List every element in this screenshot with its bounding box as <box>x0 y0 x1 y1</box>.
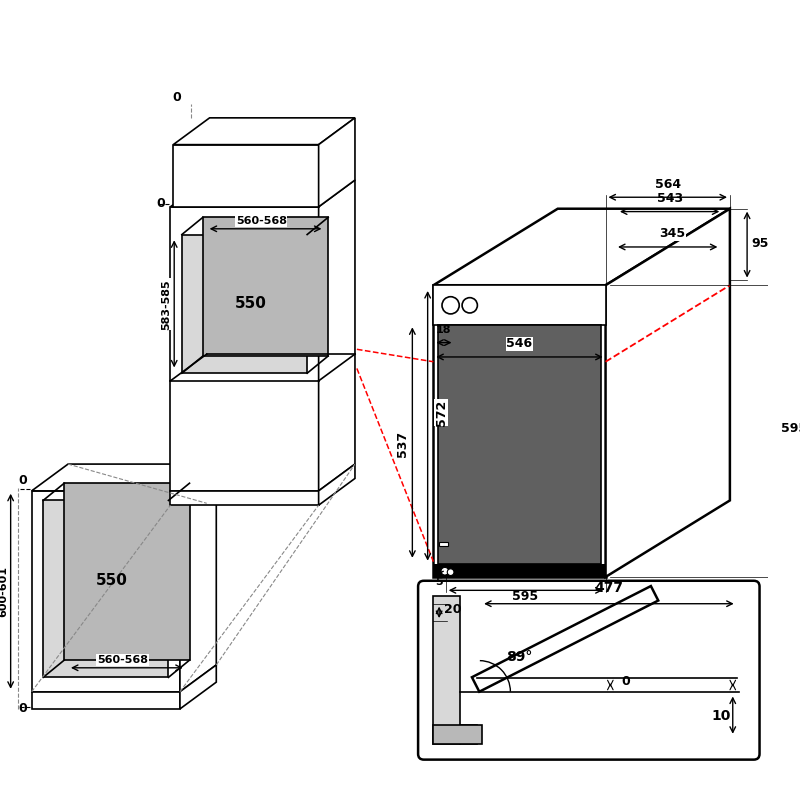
Text: 572: 572 <box>434 399 447 426</box>
Polygon shape <box>174 118 355 145</box>
Text: 550: 550 <box>235 296 266 311</box>
Bar <box>434 563 606 577</box>
Polygon shape <box>170 207 318 491</box>
Polygon shape <box>170 180 355 207</box>
Polygon shape <box>174 145 318 207</box>
Bar <box>434 286 606 326</box>
Polygon shape <box>32 464 216 491</box>
Polygon shape <box>434 209 730 286</box>
Text: 10: 10 <box>711 710 731 723</box>
Text: 18: 18 <box>436 325 452 335</box>
Text: 546: 546 <box>506 338 533 350</box>
Text: 5: 5 <box>435 577 443 586</box>
Text: 595: 595 <box>781 422 800 434</box>
Polygon shape <box>32 692 180 709</box>
Polygon shape <box>32 491 180 692</box>
Bar <box>434 725 482 744</box>
Text: 345: 345 <box>659 227 686 241</box>
Polygon shape <box>318 118 355 207</box>
Polygon shape <box>472 586 658 692</box>
Text: 89°: 89° <box>506 650 533 664</box>
Text: 543: 543 <box>657 192 682 205</box>
Circle shape <box>462 298 478 313</box>
Polygon shape <box>180 665 216 709</box>
Polygon shape <box>182 234 307 374</box>
Polygon shape <box>203 218 328 356</box>
Text: 560-568: 560-568 <box>97 655 148 665</box>
FancyBboxPatch shape <box>418 581 759 760</box>
Text: 20: 20 <box>444 603 462 616</box>
Bar <box>439 542 448 546</box>
Text: 537: 537 <box>396 431 410 457</box>
Bar <box>438 326 601 563</box>
Bar <box>434 596 460 744</box>
Text: 560-568: 560-568 <box>236 216 286 226</box>
Circle shape <box>447 569 454 575</box>
Polygon shape <box>318 464 355 506</box>
Text: 600-601: 600-601 <box>0 566 8 617</box>
Circle shape <box>442 297 459 314</box>
Text: 0: 0 <box>173 90 182 104</box>
Polygon shape <box>64 483 190 660</box>
Text: 595: 595 <box>512 590 538 603</box>
Circle shape <box>441 567 449 575</box>
Polygon shape <box>606 209 730 577</box>
Text: 477: 477 <box>594 582 623 595</box>
Polygon shape <box>170 491 318 506</box>
Text: 0: 0 <box>18 474 27 487</box>
Text: 0: 0 <box>622 675 630 688</box>
Text: 550: 550 <box>96 573 128 587</box>
Polygon shape <box>180 464 216 692</box>
Text: 0: 0 <box>157 198 166 210</box>
Text: 564: 564 <box>654 178 681 190</box>
Text: 583-585: 583-585 <box>162 279 171 330</box>
Polygon shape <box>434 286 606 577</box>
Text: 0: 0 <box>18 702 27 715</box>
Bar <box>460 725 478 744</box>
Polygon shape <box>318 180 355 491</box>
Polygon shape <box>43 501 169 678</box>
Text: 95: 95 <box>752 237 769 250</box>
